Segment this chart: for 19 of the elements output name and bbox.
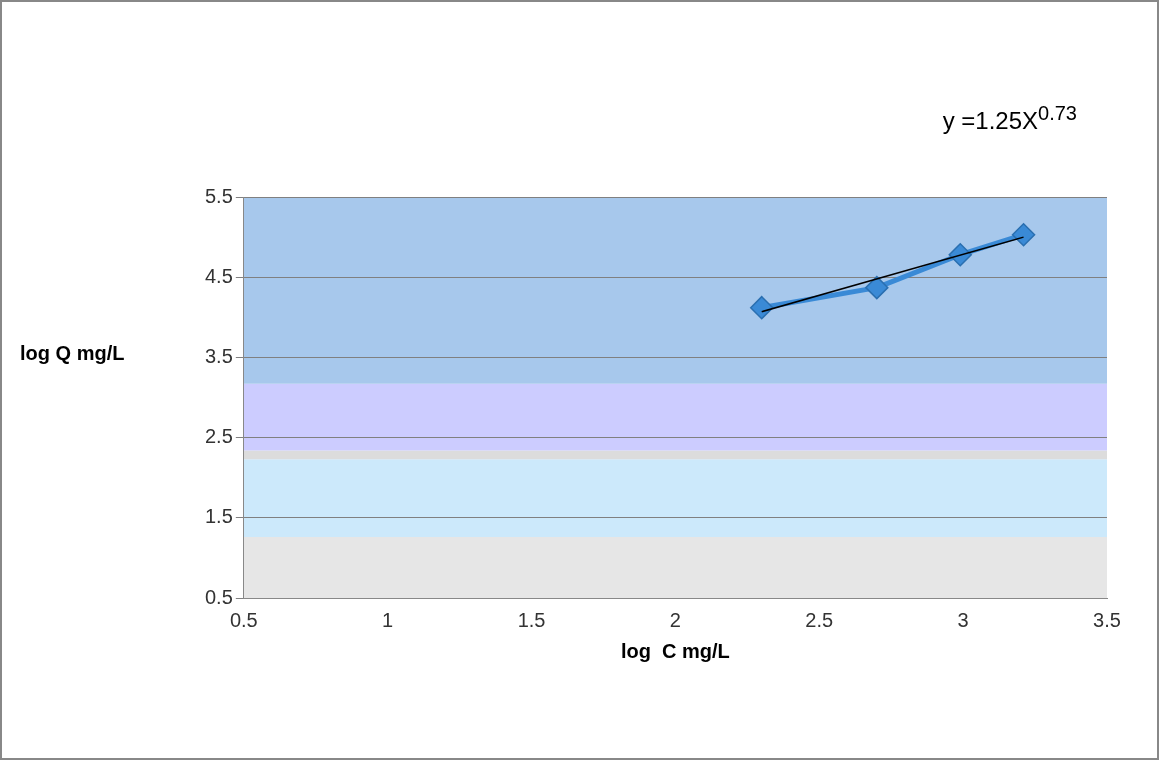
x-tick-label: 1.5 xyxy=(517,608,546,631)
point xyxy=(865,275,889,300)
y-tick-label: 0.5 xyxy=(204,585,233,608)
point xyxy=(1011,222,1036,247)
x-tick-label: 2 xyxy=(669,608,681,631)
y-tick-label: 1.5 xyxy=(204,505,233,528)
y-tick-label: 3.5 xyxy=(204,344,233,367)
point xyxy=(749,295,774,320)
x-tick-label: 3 xyxy=(957,608,969,631)
y-tick-label: 5.5 xyxy=(204,184,233,207)
y-axis-title: log Q mg/L xyxy=(20,342,125,365)
y-tick-label: 4.5 xyxy=(204,264,233,287)
x-tick-label: 2.5 xyxy=(805,608,834,631)
x-axis-title: log C mg/L xyxy=(620,639,730,662)
x-tick-label: 3.5 xyxy=(1093,608,1121,631)
x-tick-label: 0.5 xyxy=(229,608,258,631)
x-tick-label: 1 xyxy=(382,608,394,631)
y-tick-label: 2.5 xyxy=(204,425,233,448)
text: y =1.25X$^{0.73}$ xyxy=(942,102,1077,135)
